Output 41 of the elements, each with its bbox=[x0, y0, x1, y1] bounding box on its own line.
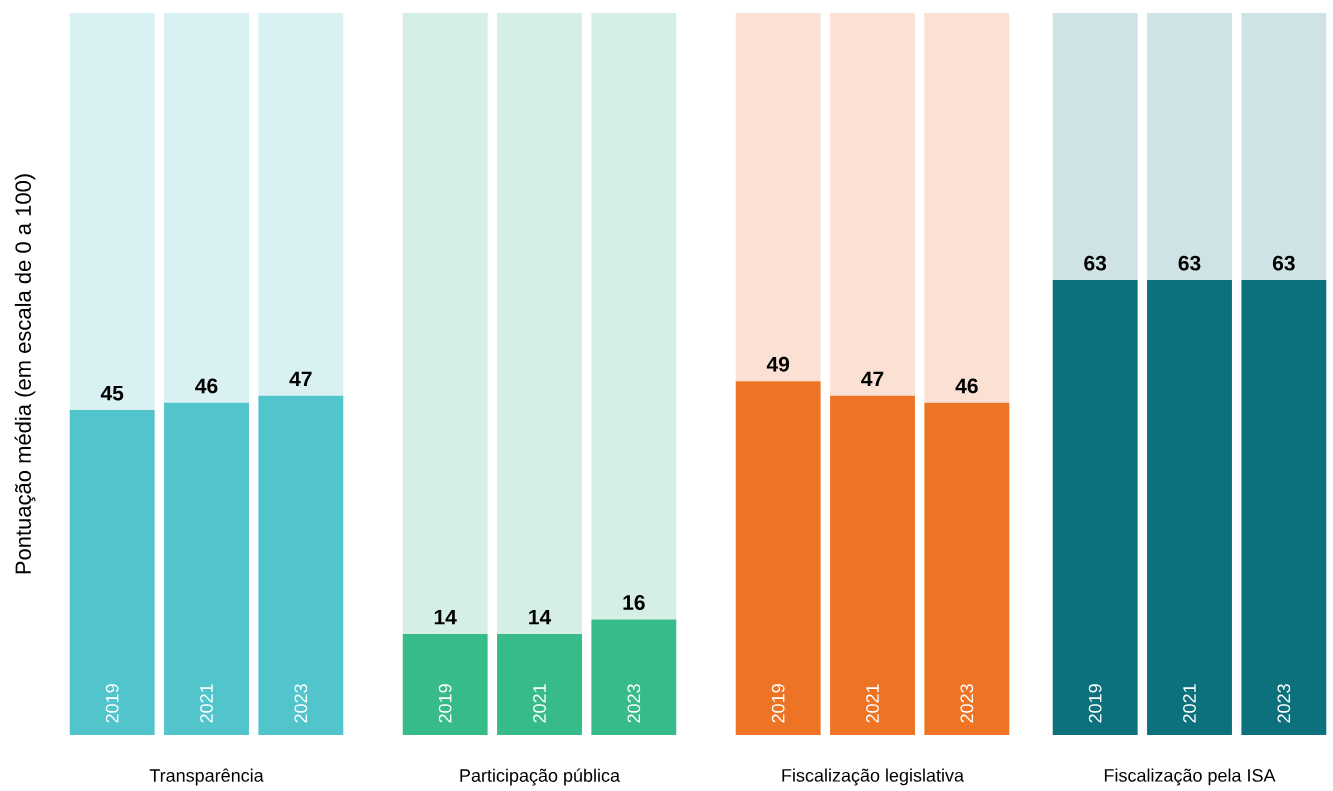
x-tick-label: 2021 bbox=[1183, 684, 1196, 723]
bar bbox=[830, 12, 915, 396]
bar bbox=[258, 395, 344, 735]
bar bbox=[69, 410, 155, 735]
bar bbox=[69, 12, 155, 411]
data-label: 16 bbox=[623, 595, 645, 610]
bar bbox=[735, 381, 821, 735]
x-tick-label: 2023 bbox=[627, 684, 641, 723]
x-axis-title: Fiscalização legislativa bbox=[782, 768, 964, 786]
x-tick-label: 2023 bbox=[960, 684, 974, 723]
data-label: 47 bbox=[289, 371, 312, 387]
data-label: 46 bbox=[195, 378, 218, 394]
data-label: 14 bbox=[434, 609, 457, 625]
bar bbox=[164, 402, 249, 735]
x-tick-label: 2021 bbox=[200, 684, 213, 723]
x-axis-title: Participação pública bbox=[460, 768, 620, 786]
data-label: 63 bbox=[1272, 255, 1295, 271]
bar bbox=[924, 402, 1010, 735]
x-axis-title: Fiscalização pela ISA bbox=[1104, 768, 1276, 786]
x-axis-title: Transparência bbox=[149, 768, 264, 786]
x-tick-label: 2021 bbox=[866, 684, 879, 723]
bar bbox=[258, 12, 344, 396]
bar bbox=[735, 12, 821, 382]
x-tick-label: 2019 bbox=[1088, 684, 1102, 723]
data-label: 63 bbox=[1084, 255, 1107, 271]
x-tick-label: 2023 bbox=[1277, 684, 1291, 723]
x-tick-label: 2019 bbox=[438, 684, 452, 723]
data-label: 45 bbox=[100, 385, 124, 401]
data-label: 46 bbox=[955, 378, 978, 394]
data-label: 63 bbox=[1178, 255, 1201, 271]
data-label: 49 bbox=[766, 356, 790, 372]
x-tick-label: 2021 bbox=[533, 684, 546, 723]
bar bbox=[830, 395, 915, 735]
y-axis-title: Pontuação média (em escala de 0 a 100) bbox=[14, 174, 36, 574]
x-tick-label: 2019 bbox=[771, 684, 785, 723]
bar bbox=[924, 12, 1010, 403]
data-label: 14 bbox=[529, 609, 552, 625]
bar bbox=[164, 12, 249, 403]
x-tick-label: 2023 bbox=[294, 684, 308, 723]
data-label: 47 bbox=[861, 371, 884, 387]
x-tick-label: 2019 bbox=[105, 684, 119, 723]
